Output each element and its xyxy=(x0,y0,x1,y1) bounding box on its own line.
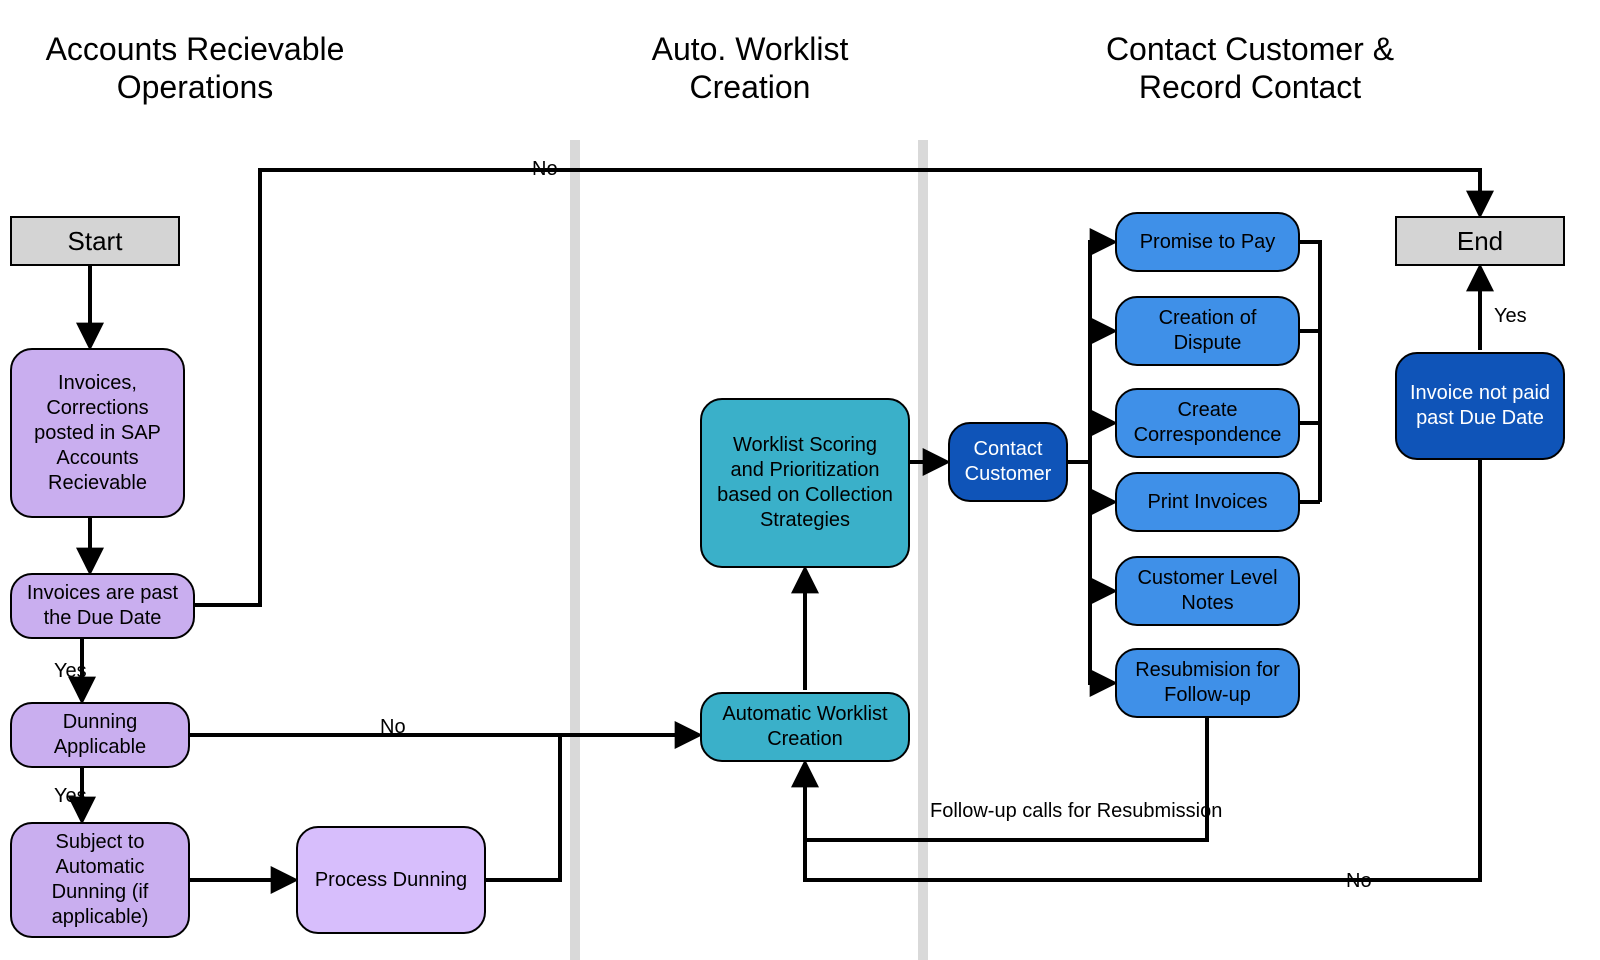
section-title-auto-worklist: Auto. WorklistCreation xyxy=(620,30,880,107)
edge-label-no-1: No xyxy=(532,158,558,181)
node-resubmission-followup: Resubmision for Follow-up xyxy=(1115,648,1300,718)
edge-label-no-3: No xyxy=(1346,870,1372,893)
section-title-ar-ops: Accounts RecievableOperations xyxy=(45,30,345,107)
flowchart-canvas: Accounts RecievableOperations Auto. Work… xyxy=(0,0,1600,960)
lane-divider-2 xyxy=(918,140,928,960)
node-creation-of-dispute: Creation of Dispute xyxy=(1115,296,1300,366)
node-invoices-posted: Invoices, Corrections posted in SAP Acco… xyxy=(10,348,185,518)
node-start: Start xyxy=(10,216,180,266)
node-end: End xyxy=(1395,216,1565,266)
node-dunning-applicable: Dunning Applicable xyxy=(10,702,190,768)
edge-label-yes-3: Yes xyxy=(1494,305,1527,328)
node-past-due: Invoices are past the Due Date xyxy=(10,573,195,639)
edge-label-yes-1: Yes xyxy=(54,660,87,683)
node-auto-worklist: Automatic Worklist Creation xyxy=(700,692,910,762)
edge-label-followup: Follow-up calls for Resubmission xyxy=(930,800,1222,823)
node-create-correspondence: Create Correspondence xyxy=(1115,388,1300,458)
node-contact-customer: Contact Customer xyxy=(948,422,1068,502)
node-promise-to-pay: Promise to Pay xyxy=(1115,212,1300,272)
node-invoice-not-paid: Invoice not paid past Due Date xyxy=(1395,352,1565,460)
section-title-contact-customer: Contact Customer &Record Contact xyxy=(1050,30,1450,107)
node-subject-dunning: Subject to Automatic Dunning (if applica… xyxy=(10,822,190,938)
edge-label-no-2: No xyxy=(380,716,406,739)
edge-label-yes-2: Yes xyxy=(54,785,87,808)
lane-divider-1 xyxy=(570,140,580,960)
node-process-dunning: Process Dunning xyxy=(296,826,486,934)
node-worklist-scoring: Worklist Scoring and Prioritization base… xyxy=(700,398,910,568)
node-customer-level-notes: Customer Level Notes xyxy=(1115,556,1300,626)
node-print-invoices: Print Invoices xyxy=(1115,472,1300,532)
